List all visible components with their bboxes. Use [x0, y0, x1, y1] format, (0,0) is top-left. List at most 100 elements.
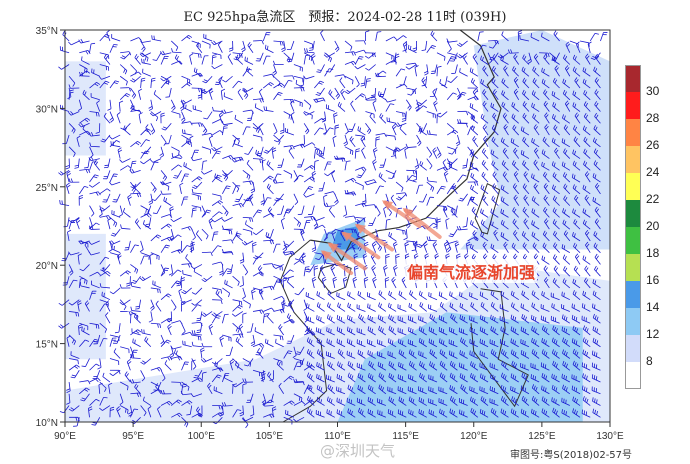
- wind-barb: [429, 87, 438, 97]
- wind-barb: [449, 408, 458, 418]
- wind-barb: [398, 290, 407, 301]
- wind-barb: [201, 160, 208, 171]
- wind-barb: [103, 112, 111, 124]
- wind-barb: [130, 306, 141, 312]
- wind-barb: [255, 149, 264, 159]
- wind-barb: [303, 99, 312, 110]
- wind-barb: [293, 416, 305, 422]
- wind-barb: [428, 398, 438, 406]
- wind-barb: [323, 202, 335, 208]
- wind-barb: [406, 169, 417, 175]
- wind-barb: [282, 251, 295, 256]
- wind-barb: [81, 326, 90, 336]
- wind-barb: [273, 308, 285, 314]
- wind-barb: [252, 98, 265, 103]
- wind-barb: [167, 323, 172, 336]
- wind-barb: [70, 351, 80, 359]
- wind-barb: [221, 249, 233, 254]
- wind-barb: [79, 380, 91, 385]
- wind-barb: [520, 408, 530, 418]
- wind-barb: [322, 123, 328, 135]
- wind-barb: [191, 299, 203, 306]
- wind-barb: [284, 299, 295, 307]
- wind-barb: [416, 240, 428, 248]
- wind-barb: [489, 373, 499, 383]
- wind-barb: [119, 165, 132, 171]
- wind-barb: [157, 406, 162, 418]
- wind-barb: [120, 87, 131, 92]
- wind-barb: [357, 231, 366, 242]
- wind-barb: [283, 240, 295, 248]
- wind-barb: [378, 372, 387, 383]
- wind-barb: [593, 125, 601, 136]
- wind-barb: [584, 171, 591, 183]
- wind-barb: [273, 40, 284, 46]
- wind-barb: [480, 208, 489, 218]
- wind-barb: [340, 88, 346, 100]
- wind-barb: [572, 184, 581, 195]
- wind-barb: [479, 362, 489, 371]
- wind-barb: [571, 173, 581, 183]
- wind-barb: [562, 254, 571, 265]
- wind-barb: [574, 253, 581, 265]
- wind-barb: [433, 217, 438, 229]
- wind-barb: [263, 263, 275, 268]
- wind-barb: [480, 113, 489, 124]
- wind-barb: [273, 173, 282, 183]
- wind-barb: [543, 171, 550, 183]
- wind-barb: [150, 181, 157, 193]
- wind-barb: [572, 208, 581, 218]
- wind-barb: [66, 170, 71, 183]
- wind-barb: [150, 77, 156, 89]
- wind-barb: [77, 300, 82, 312]
- wind-barb: [263, 307, 275, 312]
- wind-barb: [432, 241, 438, 253]
- wind-barb: [447, 146, 457, 154]
- wind-barb: [163, 196, 172, 206]
- wind-barb: [78, 239, 90, 245]
- wind-barb: [138, 112, 143, 124]
- wind-barb: [561, 314, 571, 324]
- wind-barb: [600, 32, 608, 42]
- wind-barb: [562, 114, 571, 124]
- wind-barb: [510, 138, 519, 148]
- wind-barb: [520, 385, 530, 395]
- wind-barb: [116, 112, 121, 124]
- wind-barb: [337, 361, 346, 371]
- wind-barb: [105, 312, 111, 324]
- wind-barb: [231, 158, 243, 163]
- wind-barb: [391, 276, 397, 289]
- wind-barb: [522, 207, 530, 218]
- wind-barb: [108, 181, 121, 186]
- wind-barb: [185, 254, 193, 265]
- wind-barb: [428, 409, 438, 418]
- wind-barb: [531, 395, 540, 406]
- wind-barb: [541, 255, 550, 265]
- wind-barb: [303, 311, 309, 323]
- wind-barb: [140, 205, 149, 215]
- x-tick-label: 120°E: [460, 431, 488, 442]
- wind-barb: [80, 393, 90, 402]
- wind-barb: [418, 337, 427, 348]
- wind-barb: [208, 323, 214, 336]
- wind-barb: [510, 326, 519, 336]
- wind-barb: [531, 173, 540, 183]
- wind-barb: [541, 291, 550, 301]
- wind-barb: [553, 265, 560, 277]
- wind-barb: [581, 315, 591, 324]
- wind-barb: [331, 170, 336, 183]
- wind-barb: [482, 241, 489, 253]
- wind-barb: [501, 360, 509, 371]
- wind-barb: [181, 323, 186, 335]
- wind-barb: [244, 146, 254, 155]
- wind-barb: [222, 170, 233, 177]
- wind-barb: [257, 265, 264, 277]
- wind-barb: [273, 243, 281, 253]
- wind-barb: [334, 155, 346, 161]
- wind-barb: [160, 75, 170, 85]
- wind-barb: [520, 303, 530, 312]
- wind-barb: [562, 278, 571, 289]
- wind-barb: [130, 109, 142, 114]
- wind-barb: [561, 326, 571, 336]
- wind-barb: [120, 224, 131, 230]
